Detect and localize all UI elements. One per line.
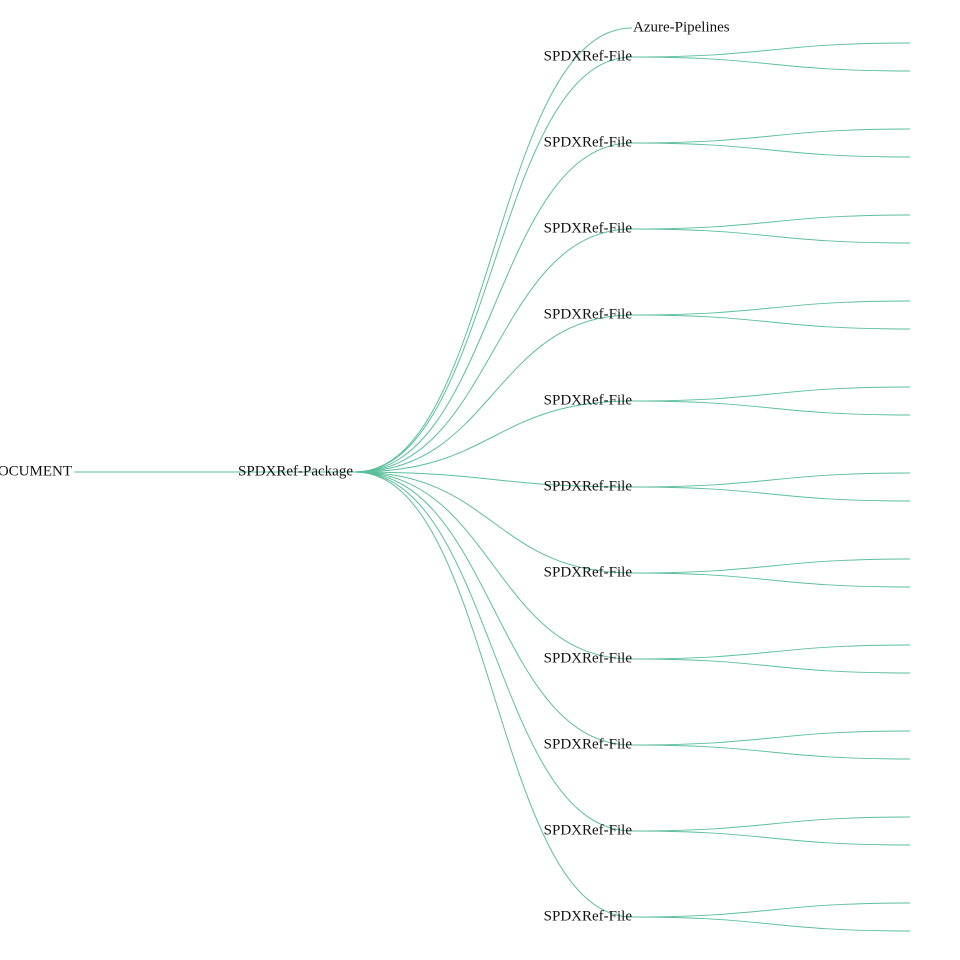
- node-label: SPDXRef-File: [544, 220, 633, 236]
- link: [354, 471, 633, 488]
- node-label: SPDXRef-File: [544, 736, 633, 752]
- link: [354, 471, 633, 918]
- link: [354, 400, 633, 473]
- link: [354, 471, 633, 660]
- node-label: SPDXRef-File: [544, 564, 633, 580]
- link: [354, 228, 633, 473]
- link: [631, 128, 911, 144]
- link: [631, 300, 911, 316]
- labels: SPDXRef-DOCUMENT SPDXRef-Package Azure-Pip…: [0, 19, 730, 924]
- node-label: SPDXRef-File: [544, 650, 633, 666]
- link: [631, 816, 911, 832]
- link: [354, 27, 633, 473]
- link: [631, 142, 911, 158]
- link: [631, 902, 911, 918]
- link: [631, 916, 911, 932]
- links: [74, 27, 911, 932]
- link: [631, 386, 911, 402]
- node-label: SPDXRef-File: [544, 134, 633, 150]
- node-label: SPDXRef-File: [544, 48, 633, 64]
- link: [354, 471, 633, 574]
- link: [631, 730, 911, 746]
- link: [631, 56, 911, 72]
- link: [631, 486, 911, 502]
- link: [631, 400, 911, 416]
- link: [631, 42, 911, 58]
- link: [631, 314, 911, 330]
- link: [354, 56, 633, 473]
- link: [631, 572, 911, 588]
- link: [354, 314, 633, 473]
- link: [631, 658, 911, 674]
- node-label: SPDXRef-File: [544, 908, 633, 924]
- node-label: SPDXRef-DOCUMENT: [0, 463, 72, 479]
- link: [354, 471, 633, 746]
- node-label: SPDXRef-File: [544, 306, 633, 322]
- node-label: SPDXRef-File: [544, 478, 633, 494]
- node-label: SPDXRef-File: [544, 822, 633, 838]
- link: [354, 471, 633, 832]
- link: [354, 142, 633, 473]
- link: [631, 228, 911, 244]
- link: [631, 558, 911, 574]
- node-label: SPDXRef-File: [544, 392, 633, 408]
- node-label: Azure-Pipelines: [633, 19, 730, 35]
- link: [631, 644, 911, 660]
- link: [631, 744, 911, 760]
- link: [631, 472, 911, 488]
- node-label: SPDXRef-Package: [238, 463, 353, 479]
- link: [631, 830, 911, 846]
- link: [631, 214, 911, 230]
